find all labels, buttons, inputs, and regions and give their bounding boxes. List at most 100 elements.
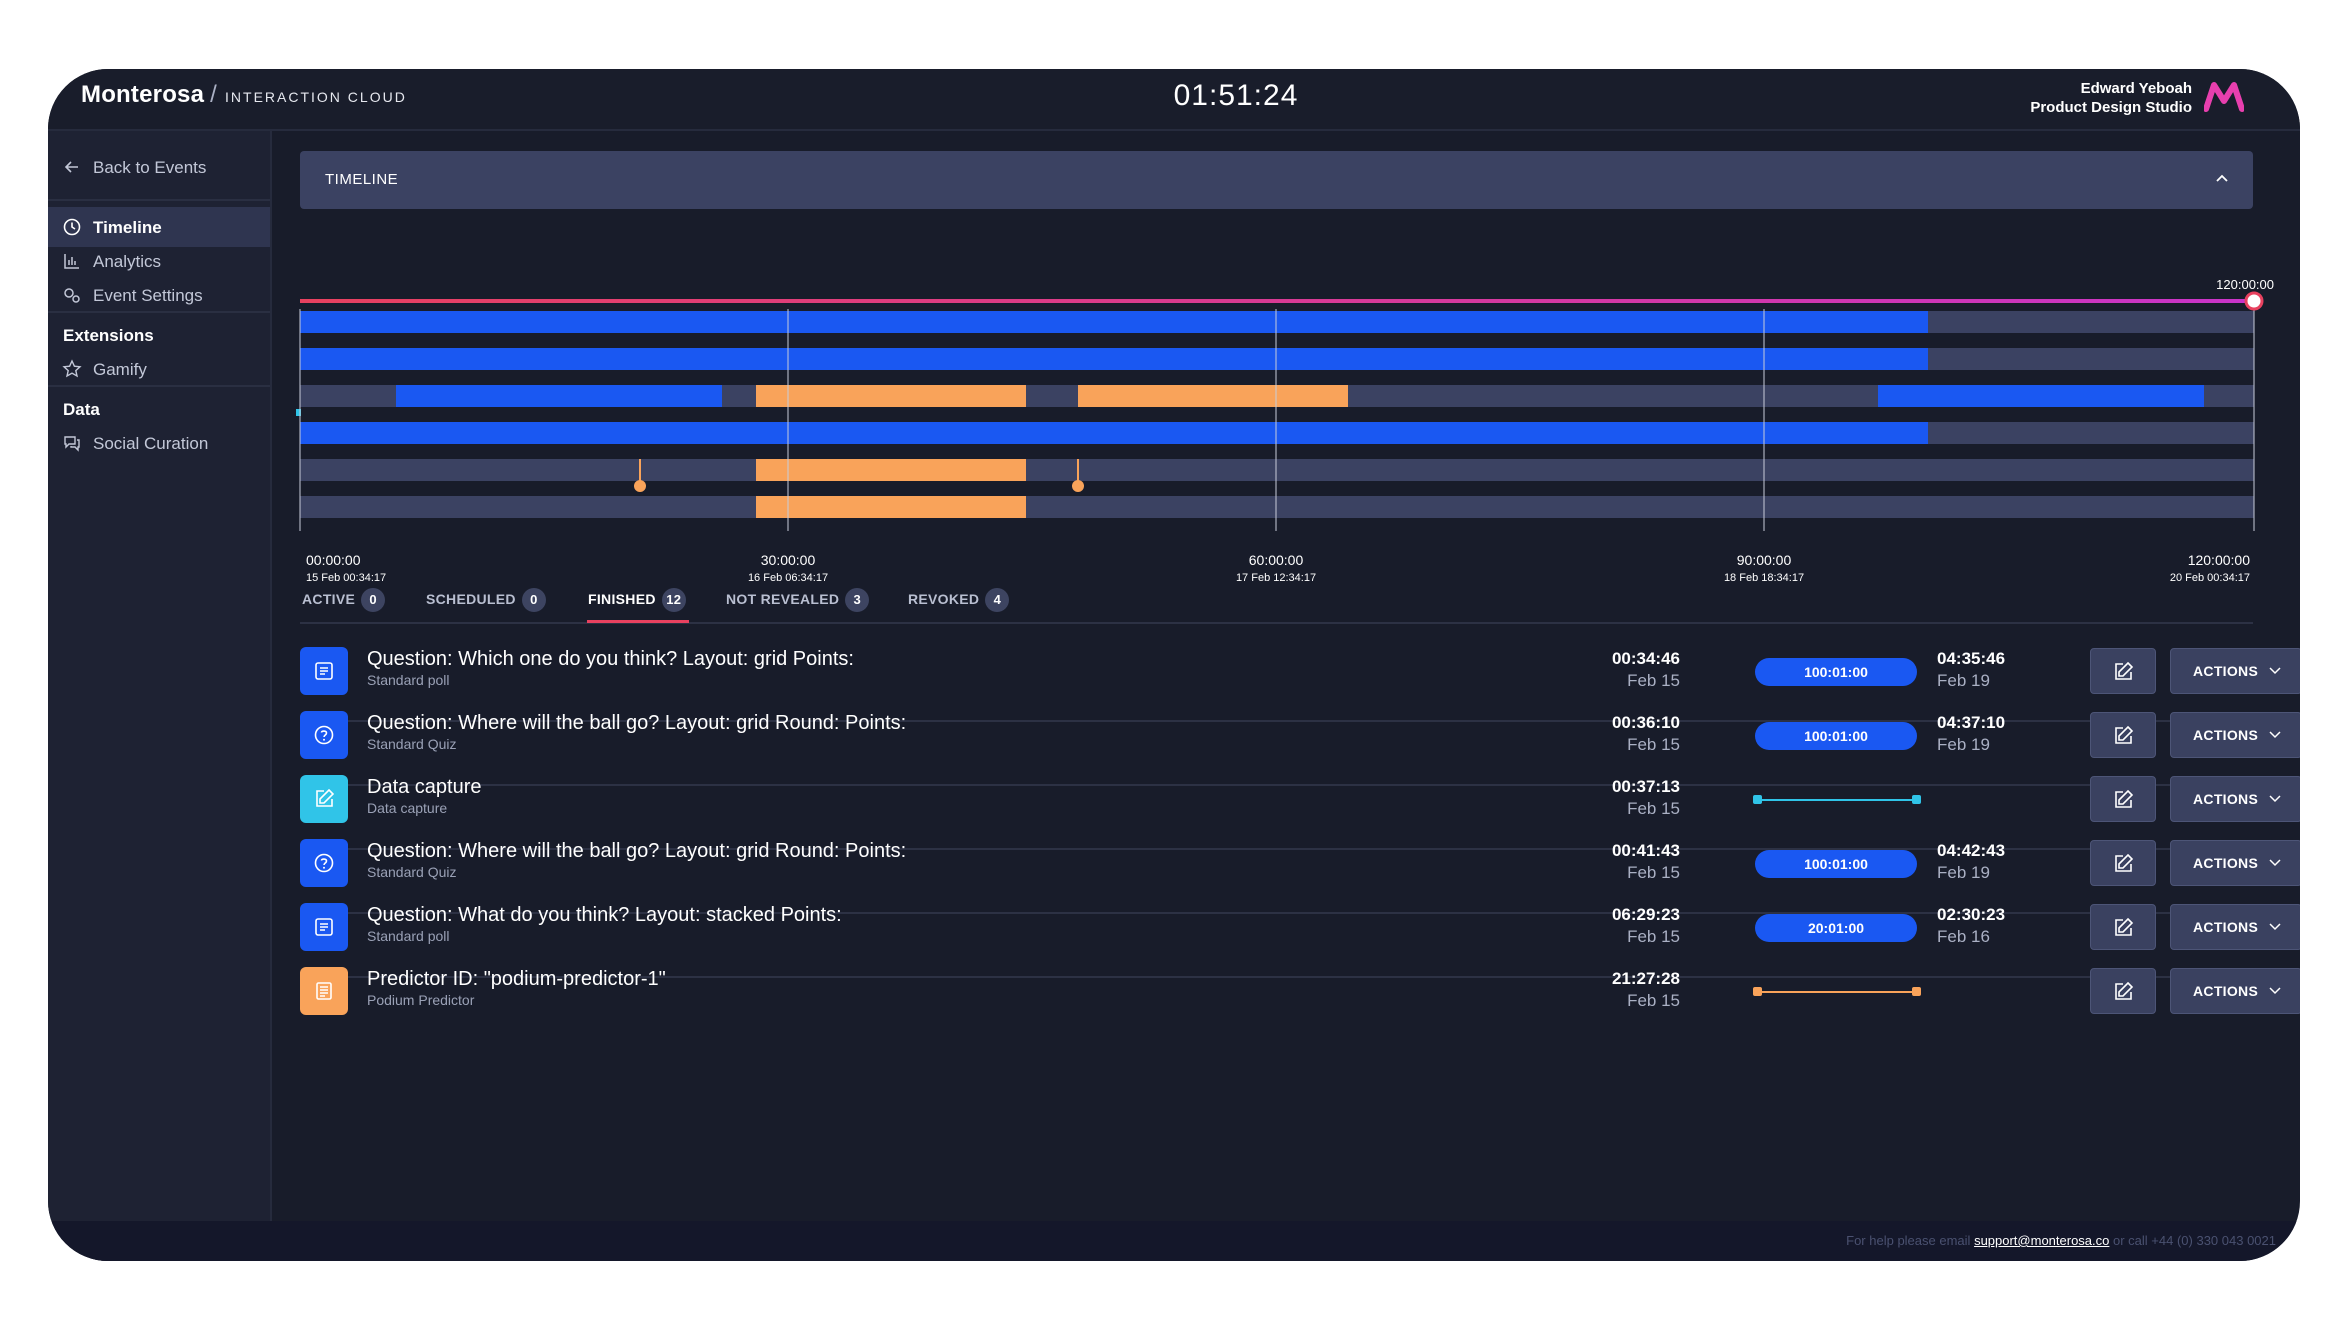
element-title[interactable]: Data capture [367, 776, 482, 798]
element-title[interactable]: Question: Which one do you think? Layout… [367, 648, 854, 670]
element-title[interactable]: Question: Where will the ball go? Layout… [367, 712, 907, 734]
start-time-value: 00:41:43 [1611, 841, 1680, 860]
start-date-value: Feb 15 [1627, 671, 1680, 690]
start-date-value: Feb 15 [1627, 735, 1680, 754]
sidebar-item-social-curation[interactable]: Social Curation [48, 423, 270, 463]
element-row[interactable]: Question: Where will the ball go? Layout… [300, 816, 2300, 914]
sidebar-item-gamify[interactable]: Gamify [48, 349, 270, 389]
element-title[interactable]: Question: Where will the ball go? Layout… [367, 840, 907, 862]
element-title[interactable]: Question: What do you think? Layout: sta… [367, 904, 842, 926]
element-row[interactable]: Predictor ID: "podium-predictor-1" Podiu… [300, 944, 2300, 1040]
timeline-pin-dot[interactable] [1072, 480, 1084, 492]
edit-button[interactable] [2090, 968, 2156, 1014]
tick-time: 90:00:00 [1737, 552, 1792, 568]
user-name: Edward Yeboah [2080, 80, 2192, 97]
tab-not-revealed[interactable]: NOT REVEALED 3 [726, 588, 870, 612]
sidebar-item-timeline[interactable]: Timeline [48, 207, 270, 247]
timeline-bar[interactable] [300, 422, 1928, 444]
element-row[interactable]: Data capture Data capture 00:37:13 Feb 15… [300, 752, 2300, 850]
question-icon [300, 839, 348, 887]
edit-button[interactable] [2090, 840, 2156, 886]
actions-dropdown[interactable]: ACTIONS [2170, 840, 2300, 886]
reveal-time: 02:30:23 Feb 16 [1937, 904, 2037, 948]
edit-button[interactable] [2090, 776, 2156, 822]
actions-label: ACTIONS [2193, 727, 2259, 743]
sidebar-section-data: Data [63, 400, 100, 419]
element-row[interactable]: Question: Where will the ball go? Layout… [300, 688, 2300, 786]
start-time: 00:37:13 Feb 15 [1560, 776, 1680, 820]
support-email-link[interactable]: support@monterosa.co [1974, 1233, 2110, 1248]
chat-bubbles-icon [64, 436, 80, 452]
element-row[interactable]: Question: Which one do you think? Layout… [300, 624, 2300, 722]
timeline-chart[interactable]: 120:00:00 00:00:00 15 Feb 00:34:17 30:00… [248, 209, 2300, 589]
sidebar-item-label: Gamify [93, 360, 147, 379]
reveal-date-value: Feb 19 [1937, 863, 1990, 882]
element-title[interactable]: Predictor ID: "podium-predictor-1" [367, 968, 666, 990]
timeline-title: TIMELINE [325, 171, 399, 188]
timeline-bar[interactable] [756, 459, 1026, 481]
element-row[interactable]: Question: What do you think? Layout: sta… [300, 880, 2300, 978]
tab-count-badge: 0 [361, 588, 386, 612]
back-to-events-link[interactable]: Back to Events [48, 147, 270, 187]
element-type: Standard Quiz [367, 736, 457, 752]
chevron-down-icon [2269, 859, 2281, 867]
tick-date: 16 Feb 06:34:17 [748, 572, 828, 584]
chevron-up-icon[interactable] [2213, 169, 2231, 187]
actions-dropdown[interactable]: ACTIONS [2170, 968, 2300, 1014]
tab-count-badge: 4 [985, 588, 1010, 612]
brand-logo[interactable]: Monterosa / INTERACTION CLOUD [81, 81, 407, 109]
top-header: Monterosa / INTERACTION CLOUD 01:51:24 Edw… [48, 69, 2300, 131]
start-date-value: Feb 15 [1627, 799, 1680, 818]
timeline-bar[interactable] [1078, 385, 1348, 407]
sidebar-divider [48, 311, 270, 313]
tab-revoked[interactable]: REVOKED 4 [908, 588, 1010, 612]
edit-button[interactable] [2090, 712, 2156, 758]
question-icon [300, 711, 348, 759]
sidebar-item-analytics[interactable]: Analytics [48, 241, 270, 281]
chevron-down-icon [2269, 795, 2281, 803]
actions-label: ACTIONS [2193, 919, 2259, 935]
actions-dropdown[interactable]: ACTIONS [2170, 776, 2300, 822]
user-info[interactable]: Edward Yeboah Product Design Studio [2030, 79, 2192, 117]
duration-pill: 100:01:00 [1755, 722, 1917, 750]
timeline-lane [300, 496, 2254, 518]
timeline-bar[interactable] [1878, 385, 2204, 407]
edit-icon [2115, 789, 2134, 808]
timeline-bar[interactable] [396, 385, 722, 407]
sidebar-item-label: Social Curation [93, 434, 209, 453]
timeline-playhead[interactable] [2244, 291, 2264, 311]
tab-scheduled[interactable]: SCHEDULED 0 [426, 588, 546, 612]
duration-end-marker [1912, 795, 1921, 804]
timeline-bar[interactable] [756, 496, 1026, 518]
back-label: Back to Events [93, 158, 207, 177]
duration-start-marker [1753, 795, 1762, 804]
duration-pill: 100:01:00 [1755, 658, 1917, 686]
start-time: 00:41:43 Feb 15 [1560, 840, 1680, 884]
edit-button[interactable] [2090, 648, 2156, 694]
edit-button[interactable] [2090, 904, 2156, 950]
status-tabs: ACTIVE 0 SCHEDULED 0 FINISHED 12 NOT REVEAL… [300, 574, 2253, 624]
start-time: 00:36:10 Feb 15 [1560, 712, 1680, 756]
reveal-time: 04:42:43 Feb 19 [1937, 840, 2037, 884]
reveal-date-value: Feb 16 [1937, 927, 1990, 946]
active-tab-indicator [587, 620, 689, 623]
timeline-bar[interactable] [300, 348, 1928, 370]
tab-active[interactable]: ACTIVE 0 [302, 588, 386, 612]
duration-pill: 100:01:00 [1755, 850, 1917, 878]
timeline-pin-dot[interactable] [634, 480, 646, 492]
duration-line [1753, 987, 1921, 996]
edit-icon [2115, 661, 2134, 680]
reveal-time-value: 04:35:46 [1937, 649, 2006, 668]
actions-dropdown[interactable]: ACTIONS [2170, 904, 2300, 950]
timeline-panel-header[interactable]: TIMELINE [300, 151, 2253, 209]
timeline-bar[interactable] [756, 385, 1026, 407]
actions-label: ACTIONS [2193, 663, 2259, 679]
timeline-bar[interactable] [300, 311, 1928, 333]
actions-dropdown[interactable]: ACTIONS [2170, 712, 2300, 758]
timeline-pin-marker [296, 409, 301, 416]
app-window: Monterosa / INTERACTION CLOUD 01:51:24 Edw… [48, 69, 2300, 1261]
actions-dropdown[interactable]: ACTIONS [2170, 648, 2300, 694]
tab-finished[interactable]: FINISHED 12 [588, 588, 686, 612]
sidebar-item-event-settings[interactable]: Event Settings [48, 275, 270, 315]
start-time-value: 21:27:28 [1611, 969, 1680, 988]
